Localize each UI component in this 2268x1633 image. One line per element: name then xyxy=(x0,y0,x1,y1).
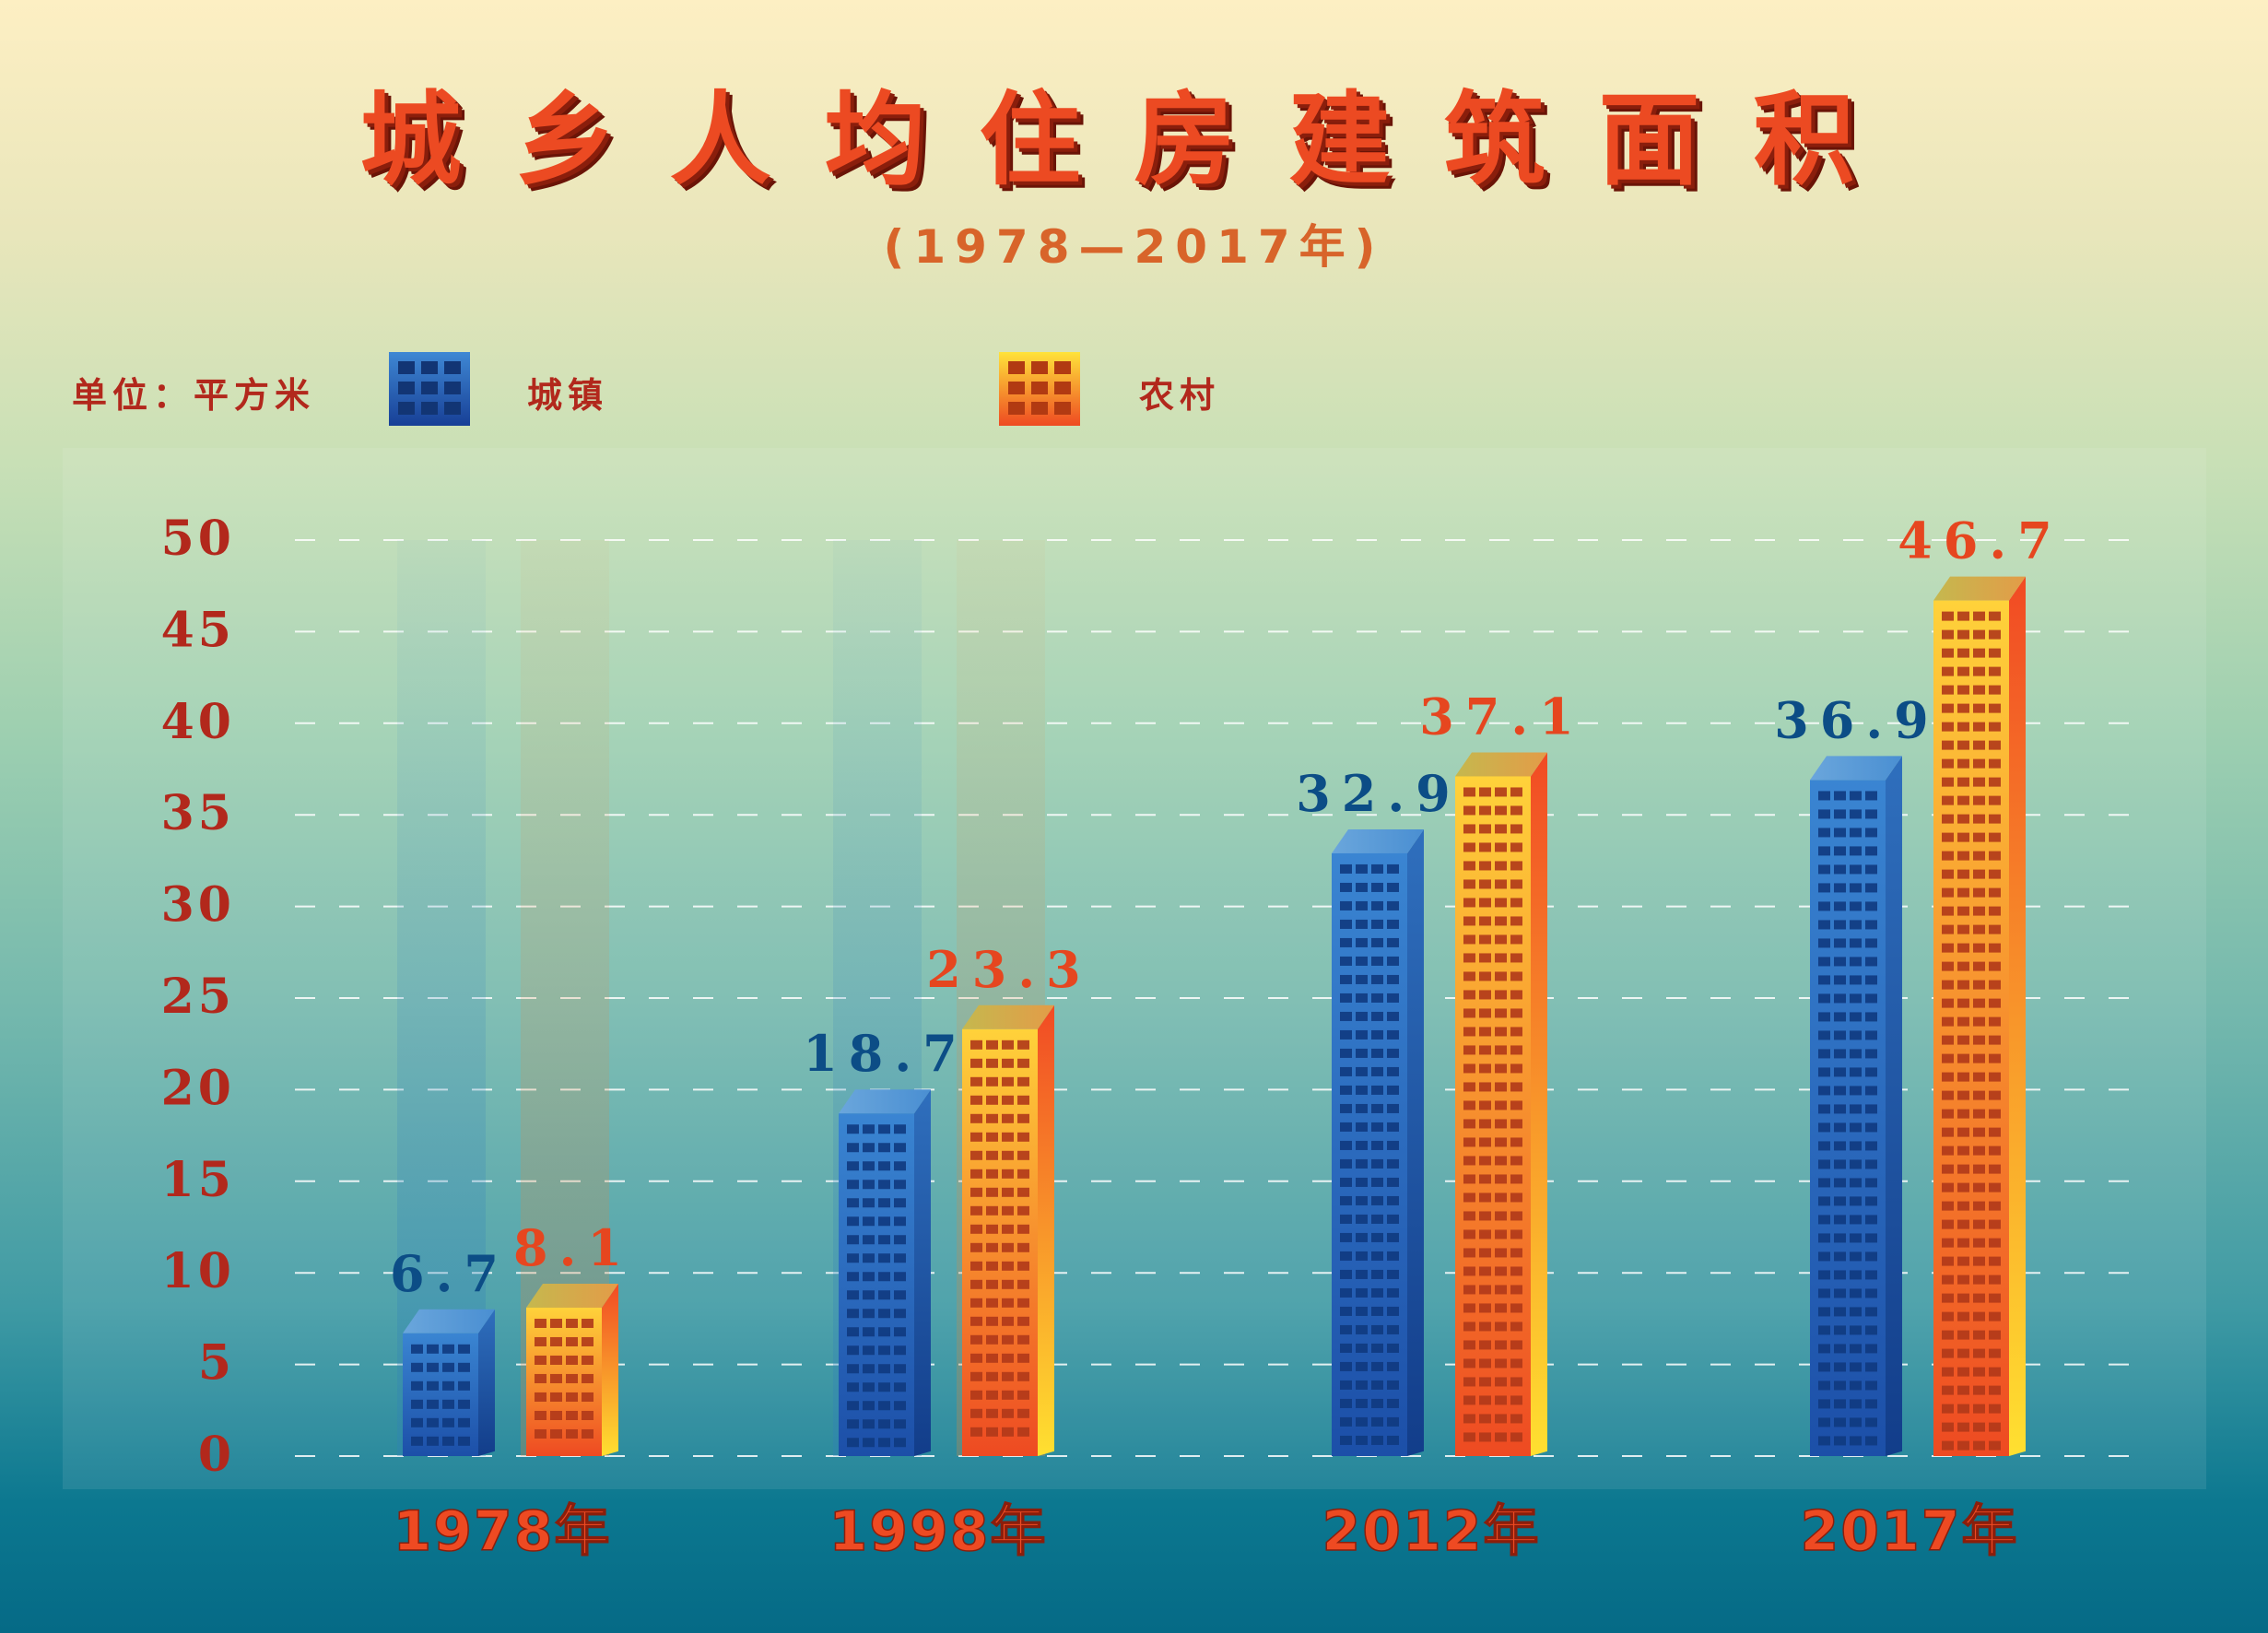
bar-urban-0 xyxy=(403,1309,495,1456)
bar-side-urban-0 xyxy=(478,1309,495,1456)
value-label-urban-3: 36.9 xyxy=(1774,690,1940,749)
bar-side-urban-2 xyxy=(1407,828,1424,1456)
bar-front-urban-2 xyxy=(1332,852,1407,1456)
bar-side-rural-1 xyxy=(1038,1004,1054,1456)
bar-rural-1 xyxy=(962,1004,1054,1456)
bar-windows-urban-2 xyxy=(1340,863,1399,1445)
value-label-rural-0: 8.1 xyxy=(513,1218,633,1277)
bar-urban-3 xyxy=(1810,756,1902,1456)
bar-top-rural-1 xyxy=(962,1004,1054,1029)
legend-label-rural: 农村 xyxy=(1139,375,1221,416)
value-label-rural-1: 23.3 xyxy=(926,940,1092,999)
bar-windows-urban-0 xyxy=(411,1344,470,1446)
legend-swatch-urban xyxy=(389,352,470,426)
ytick-label-3: 15 xyxy=(161,1152,235,1208)
ytick-label-0: 0 xyxy=(198,1427,235,1483)
bar-side-urban-3 xyxy=(1886,756,1902,1456)
ytick-label-4: 20 xyxy=(161,1060,235,1116)
bar-side-rural-2 xyxy=(1531,752,1547,1456)
ytick-label-2: 10 xyxy=(161,1243,235,1299)
ytick-label-10: 50 xyxy=(161,511,235,567)
legend-label-urban: 城镇 xyxy=(527,375,609,416)
bar-urban-2 xyxy=(1332,828,1424,1456)
ytick-label-1: 5 xyxy=(198,1335,235,1392)
bar-windows-rural-0 xyxy=(535,1318,593,1439)
value-label-urban-2: 32.9 xyxy=(1296,764,1462,823)
bar-top-urban-1 xyxy=(839,1089,931,1114)
bar-rural-2 xyxy=(1455,752,1547,1456)
bar-side-rural-0 xyxy=(602,1283,618,1456)
bar-urban-1 xyxy=(839,1089,931,1456)
bar-top-rural-3 xyxy=(1933,576,2026,601)
value-label-urban-1: 18.7 xyxy=(803,1024,969,1083)
bar-top-rural-0 xyxy=(526,1283,618,1308)
ytick-label-5: 25 xyxy=(161,969,235,1025)
bar-top-rural-2 xyxy=(1455,752,1547,777)
chart-subtitle: (1978—2017年) xyxy=(883,220,1385,274)
xtick-label-0: 1978年 xyxy=(394,1499,612,1564)
bar-rural-3 xyxy=(1933,576,2026,1456)
bar-top-urban-0 xyxy=(403,1309,495,1333)
ytick-label-7: 35 xyxy=(161,785,235,841)
bar-windows-rural-1 xyxy=(970,1040,1029,1437)
bar-side-rural-3 xyxy=(2009,576,2026,1456)
ytick-label-8: 40 xyxy=(161,694,235,750)
ghost-column-urban-0 xyxy=(397,540,486,1456)
ytick-label-9: 45 xyxy=(161,602,235,658)
bar-front-urban-3 xyxy=(1810,780,1886,1456)
bar-front-rural-2 xyxy=(1455,776,1531,1456)
bar-windows-rural-2 xyxy=(1463,787,1522,1442)
unit-label: 单位：平方米 xyxy=(72,375,316,416)
legend-swatch-rural xyxy=(999,352,1080,426)
bar-front-urban-0 xyxy=(403,1333,478,1456)
bar-windows-urban-1 xyxy=(847,1124,906,1448)
value-label-rural-3: 46.7 xyxy=(1898,511,2063,570)
bar-windows-rural-3 xyxy=(1942,611,2001,1451)
bar-top-urban-3 xyxy=(1810,756,1902,781)
xtick-label-1: 1998年 xyxy=(829,1499,1048,1564)
bar-top-urban-2 xyxy=(1332,828,1424,853)
value-label-rural-2: 37.1 xyxy=(1419,687,1585,746)
xtick-label-3: 2017年 xyxy=(1801,1499,2019,1564)
bar-windows-urban-3 xyxy=(1818,791,1877,1446)
ytick-label-6: 30 xyxy=(161,877,235,934)
bar-rural-0 xyxy=(526,1283,618,1456)
bar-side-urban-1 xyxy=(914,1089,931,1456)
value-label-urban-0: 6.7 xyxy=(390,1244,510,1303)
xtick-label-2: 2012年 xyxy=(1322,1499,1541,1564)
chart-title: 城乡人均住房建筑面积 xyxy=(359,81,1909,199)
